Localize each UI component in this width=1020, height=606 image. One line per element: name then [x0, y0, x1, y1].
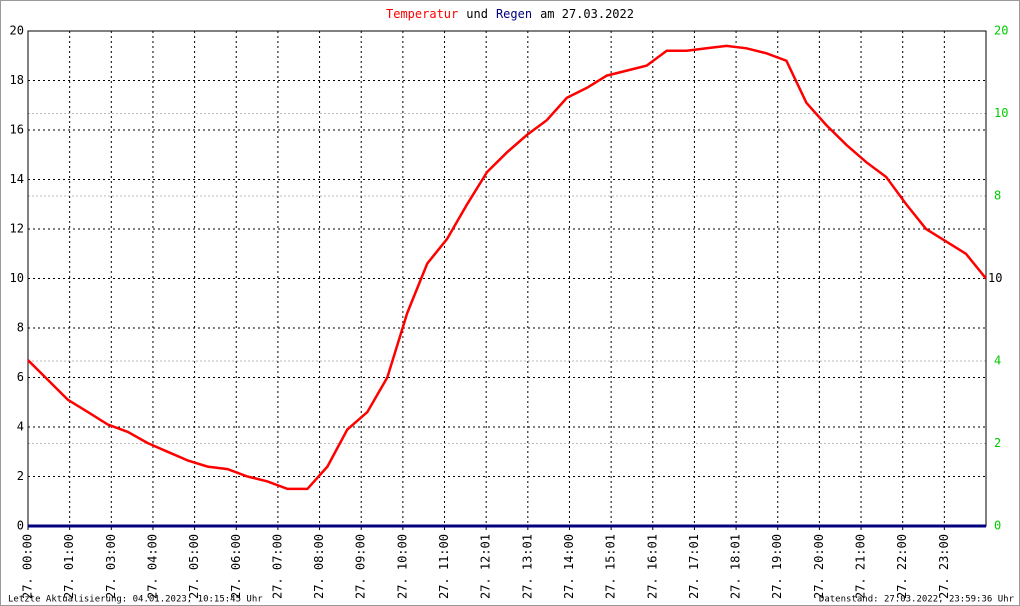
y2-extra-label: 20 — [994, 24, 1008, 38]
x-tick-label: 27. 01:00 — [62, 534, 76, 599]
x-tick-label: 27. 08:00 — [312, 534, 326, 599]
y-tick-label: 6 — [17, 370, 24, 384]
y-tick-label: 4 — [17, 420, 24, 434]
y2-tick-label: 4 — [994, 354, 1001, 368]
y2-tick-label: 0 — [994, 519, 1001, 533]
chart-title: Temperatur und Regen am 27.03.2022 — [386, 7, 634, 21]
y-tick-label: 10 — [10, 271, 24, 285]
x-tick-label: 27. 17:01 — [687, 534, 701, 599]
x-tick-label: 27. 06:00 — [229, 534, 243, 599]
x-tick-label: 27. 13:01 — [520, 534, 534, 599]
y-tick-label: 12 — [10, 222, 24, 236]
x-tick-label: 27. 23:00 — [937, 534, 951, 599]
y-tick-label: 20 — [10, 24, 24, 38]
x-tick-label: 27. 05:00 — [187, 534, 201, 599]
x-tick-label: 27. 20:00 — [812, 534, 826, 599]
y-tick-label: 2 — [17, 469, 24, 483]
y-tick-label: 8 — [17, 321, 24, 335]
x-tick-label: 27. 07:00 — [270, 534, 284, 599]
y-tick-label: 18 — [10, 73, 24, 87]
title-part: Regen — [496, 7, 532, 21]
x-tick-label: 27. 22:00 — [895, 534, 909, 599]
title-part: und — [466, 7, 488, 21]
x-tick-label: 27. 15:01 — [604, 534, 618, 599]
footer-left: Letzte Aktualisierung: 04.01.2023, 10:15… — [8, 595, 263, 605]
x-tick-label: 27. 18:01 — [729, 534, 743, 599]
x-tick-label: 27. 12:01 — [479, 534, 493, 599]
title-part: am 27.03.2022 — [540, 7, 634, 21]
y-tick-label: 14 — [10, 172, 24, 186]
x-tick-label: 27. 16:01 — [645, 534, 659, 599]
y2-tick-label: 2 — [994, 436, 1001, 450]
y2-tick-label: 8 — [994, 189, 1001, 203]
x-tick-label: 27. 21:00 — [854, 534, 868, 599]
x-tick-label: 27. 19:00 — [770, 534, 784, 599]
x-tick-label: 27. 09:00 — [354, 534, 368, 599]
y2-tick-label: 10 — [994, 106, 1008, 120]
y-tick-label: 0 — [17, 519, 24, 533]
x-tick-label: 27. 11:00 — [437, 534, 451, 599]
x-tick-label: 27. 04:00 — [145, 534, 159, 599]
series-line — [27, 44, 987, 491]
x-tick-label: 27. 00:00 — [21, 534, 35, 599]
y2-extra-label: 10 — [988, 271, 1002, 285]
footer-right: Datenstand: 27.03.2022, 23:59:36 Uhr — [819, 595, 1015, 605]
x-tick-label: 27. 10:00 — [395, 534, 409, 599]
y-tick-label: 16 — [10, 123, 24, 137]
title-part: Temperatur — [386, 7, 458, 21]
x-tick-label: 27. 14:00 — [562, 534, 576, 599]
x-tick-label: 27. 03:00 — [104, 534, 118, 599]
